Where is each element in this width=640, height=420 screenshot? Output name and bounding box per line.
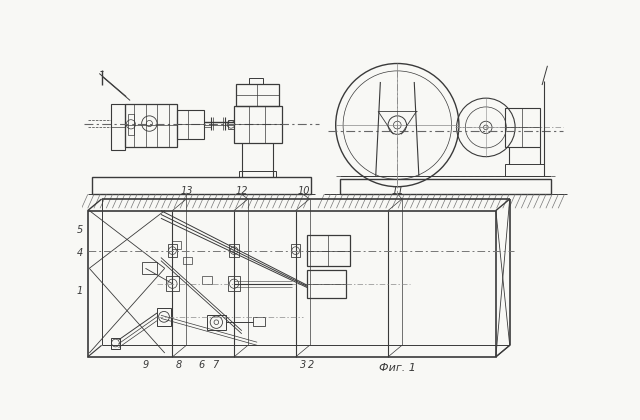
Bar	[505, 108, 540, 147]
Bar	[307, 270, 346, 297]
Text: 5: 5	[77, 225, 83, 235]
Bar	[172, 241, 181, 249]
Bar	[250, 78, 263, 84]
Text: 10: 10	[297, 186, 310, 196]
Bar	[340, 179, 551, 194]
Bar	[157, 307, 171, 326]
Bar	[128, 113, 134, 135]
Bar	[177, 110, 204, 139]
Text: 7: 7	[212, 360, 218, 370]
Bar	[207, 315, 227, 330]
Text: 8: 8	[175, 360, 182, 370]
Text: 2: 2	[308, 360, 314, 370]
Text: 11: 11	[392, 186, 404, 196]
Bar	[183, 257, 193, 265]
Bar	[168, 244, 177, 257]
Bar	[291, 244, 300, 257]
Bar	[253, 317, 265, 326]
Text: 1: 1	[77, 286, 83, 297]
Text: 6: 6	[198, 360, 205, 370]
Bar	[505, 164, 543, 176]
Bar	[307, 235, 349, 266]
Text: 12: 12	[236, 186, 248, 196]
Bar	[125, 104, 177, 147]
Bar	[111, 338, 120, 349]
Bar	[92, 177, 311, 194]
Bar	[230, 244, 239, 257]
Bar	[141, 262, 157, 275]
Bar	[166, 276, 179, 291]
Text: 4: 4	[77, 248, 83, 258]
Bar	[228, 276, 240, 291]
Bar	[236, 84, 279, 106]
Bar	[234, 106, 282, 143]
Bar	[202, 276, 212, 284]
Bar	[239, 171, 276, 177]
Bar	[228, 120, 234, 129]
Text: 3: 3	[300, 360, 307, 370]
Bar	[111, 104, 125, 150]
Text: 13: 13	[180, 186, 193, 196]
Bar	[88, 210, 496, 357]
Text: 9: 9	[142, 360, 148, 370]
Text: Фиг. 1: Фиг. 1	[379, 362, 416, 373]
